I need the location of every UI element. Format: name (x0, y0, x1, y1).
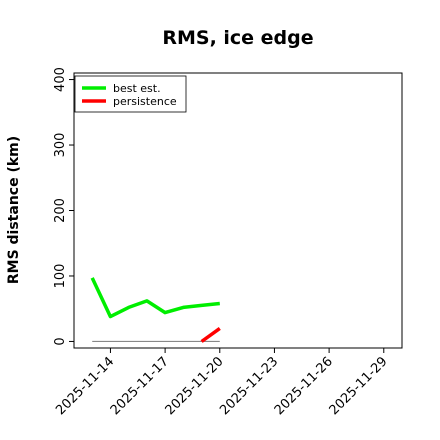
y-tick-label: 0 (53, 337, 68, 345)
legend-label-best-est: best est. (113, 82, 161, 95)
series-line-best-est (90, 277, 220, 319)
series-line-persistence (200, 326, 221, 343)
legend-label-persistence: persistence (113, 95, 177, 108)
y-tick-label: 200 (53, 198, 68, 223)
y-tick-label: 400 (53, 67, 68, 92)
legend: best est. persistence (74, 75, 187, 113)
y-axis-label: RMS distance (km) (6, 136, 22, 284)
y-tick-label: 300 (53, 133, 68, 158)
x-tick-label: 2025-11-29 (327, 354, 391, 418)
chart-title: RMS, ice edge (162, 27, 313, 49)
legend-box (74, 75, 187, 113)
y-tick-label: 100 (53, 264, 68, 289)
plot-frame (73, 72, 403, 349)
